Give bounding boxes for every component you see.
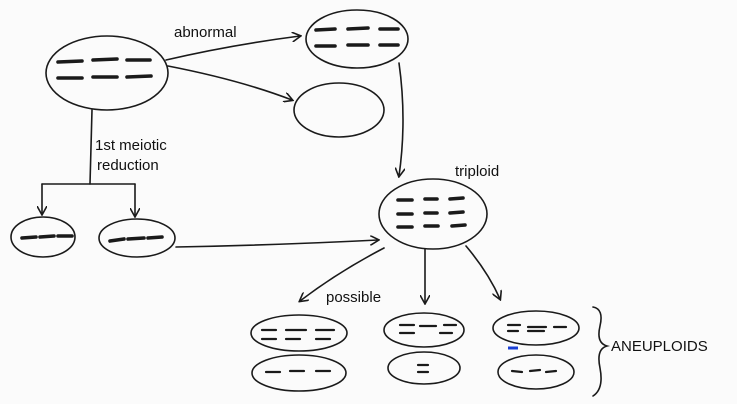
aneuploid-cell-3 bbox=[383, 312, 465, 348]
haploid-cell-right bbox=[98, 218, 176, 258]
meiotic-reduction-label-line2: reduction bbox=[97, 157, 159, 174]
haploid-cell-left bbox=[10, 216, 76, 258]
aneuploids-brace bbox=[592, 306, 611, 397]
abnormal-label: abnormal bbox=[174, 24, 237, 41]
aneuploid-cell-4 bbox=[387, 351, 461, 385]
arrow-haploid-to-triploid bbox=[175, 240, 378, 248]
chromosome-marks bbox=[20, 26, 467, 243]
aneuploid-cell-6 bbox=[497, 354, 575, 390]
arrow-gamete-to-triploid bbox=[399, 62, 403, 176]
meiosis-stem-line bbox=[89, 109, 93, 185]
arrow-to-empty-gamete bbox=[167, 65, 292, 100]
triploid-label: triploid bbox=[455, 163, 500, 180]
empty-gamete-cell bbox=[293, 82, 385, 138]
triploid-cell bbox=[378, 178, 488, 250]
diploid-gamete-cell bbox=[305, 9, 409, 69]
arrow-triploid-to-right bbox=[465, 245, 500, 299]
aneuploid-cell-5 bbox=[492, 310, 580, 346]
possible-label: possible bbox=[326, 289, 382, 306]
aneuploids-label: ANEUPLOIDS bbox=[611, 338, 708, 355]
aneuploid-cell-2 bbox=[251, 354, 347, 392]
arrow-triploid-to-left bbox=[300, 247, 385, 301]
arrow-to-diploid-gamete bbox=[165, 36, 300, 61]
diploid-parent-cell bbox=[45, 35, 169, 111]
meiotic-reduction-label-line1: 1st meiotic bbox=[95, 137, 167, 154]
aneuploid-chromosome-marks bbox=[260, 323, 568, 374]
aneuploid-cell-1 bbox=[250, 314, 348, 352]
